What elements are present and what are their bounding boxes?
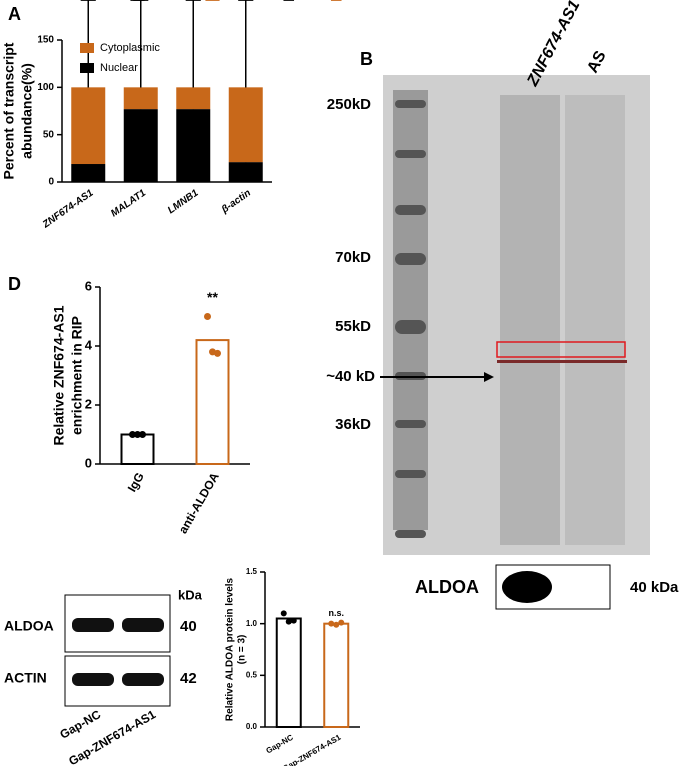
marker-label: 36kD [335, 416, 371, 433]
marker-label: 70kD [335, 249, 371, 266]
y-tick-label: 1.5 [246, 567, 258, 576]
band [122, 618, 164, 632]
x-tick-label: Gap-NC [265, 733, 295, 756]
y-axis-label: (n = 3) [237, 635, 248, 665]
x-tick-label: LMNB1 [166, 187, 201, 216]
y-tick-label: 4 [85, 337, 93, 352]
protein-label: ALDOA [415, 577, 479, 597]
y-axis-label: Relative ZNF674-AS1 [51, 305, 67, 445]
bar-segment [123, 87, 158, 110]
data-point [338, 619, 345, 626]
data-point [280, 610, 287, 617]
band [502, 571, 552, 603]
data-point [214, 349, 221, 357]
data-point [328, 620, 335, 627]
data-point [333, 621, 340, 628]
unit-label: kDa [178, 587, 203, 602]
x-tick-label: anti-ALDOA [176, 470, 222, 536]
y-tick-label: 50 [43, 129, 55, 140]
y-axis-label: Percent of transcript [1, 42, 17, 179]
size-label: 42 [180, 670, 197, 687]
y-tick-label: 6 [85, 278, 92, 293]
lane-label: Gap-NC [57, 707, 103, 742]
bar-segment [71, 87, 106, 165]
y-axis-label: abundance(%) [19, 63, 35, 159]
y-axis-label: Relative ALDOA protein levels [225, 577, 236, 721]
band [72, 673, 114, 686]
marker-label: 55kD [335, 318, 371, 335]
band [72, 618, 114, 632]
data-point [134, 431, 141, 438]
annotation: n.s. [328, 608, 344, 618]
bar [323, 622, 350, 729]
data-point [285, 618, 292, 625]
size-label: 40 [180, 618, 197, 635]
y-tick-label: 0.0 [246, 722, 258, 731]
bar-segment [123, 109, 158, 182]
bar-segment [228, 162, 263, 182]
y-tick-label: 0 [85, 455, 92, 470]
bar [275, 617, 302, 728]
x-tick-label: MALAT1 [109, 187, 148, 219]
legend-swatch [80, 63, 94, 73]
protein-label: ALDOA [4, 618, 54, 634]
bar [120, 433, 155, 465]
size-label: 40 kDa [630, 579, 679, 596]
arrow-head [484, 372, 494, 382]
panel-label: B [360, 49, 373, 69]
panel-label: A [8, 4, 21, 24]
marker-label: ~40 kD [326, 368, 375, 385]
bar-segment [228, 87, 263, 163]
y-tick-label: 0.5 [246, 670, 258, 679]
ladder [393, 90, 428, 538]
data-point [129, 431, 136, 438]
bar [195, 339, 230, 466]
marker-label: 250kD [327, 96, 371, 113]
y-tick-label: 150 [37, 35, 54, 46]
panel-label: D [8, 274, 21, 294]
band [122, 673, 164, 686]
x-tick-label: ZNF674-AS1 [40, 187, 96, 231]
bar-segment [176, 87, 211, 110]
legend-swatch [80, 43, 94, 53]
y-axis-label: enrichment in RIP [69, 316, 85, 435]
lane-label: AS [584, 48, 610, 76]
y-tick-label: 1.0 [246, 619, 258, 628]
data-point [290, 617, 297, 624]
legend-label: Nuclear [100, 62, 138, 74]
y-tick-label: 0 [48, 177, 54, 188]
annotation: ** [207, 289, 218, 305]
y-tick-label: 100 [37, 82, 54, 93]
y-tick-label: 2 [85, 396, 92, 411]
band [497, 360, 627, 363]
legend-label: Cytoplasmic [100, 42, 160, 54]
x-tick-label: β-actin [219, 188, 253, 216]
lane [500, 95, 560, 545]
x-tick-label: IgG [125, 470, 147, 494]
bar-segment [71, 164, 106, 182]
protein-label: ACTIN [4, 670, 47, 686]
lane [565, 95, 625, 545]
highlight-box [496, 341, 626, 358]
bar-segment [176, 109, 211, 182]
data-point [139, 431, 146, 438]
data-point [204, 313, 211, 320]
